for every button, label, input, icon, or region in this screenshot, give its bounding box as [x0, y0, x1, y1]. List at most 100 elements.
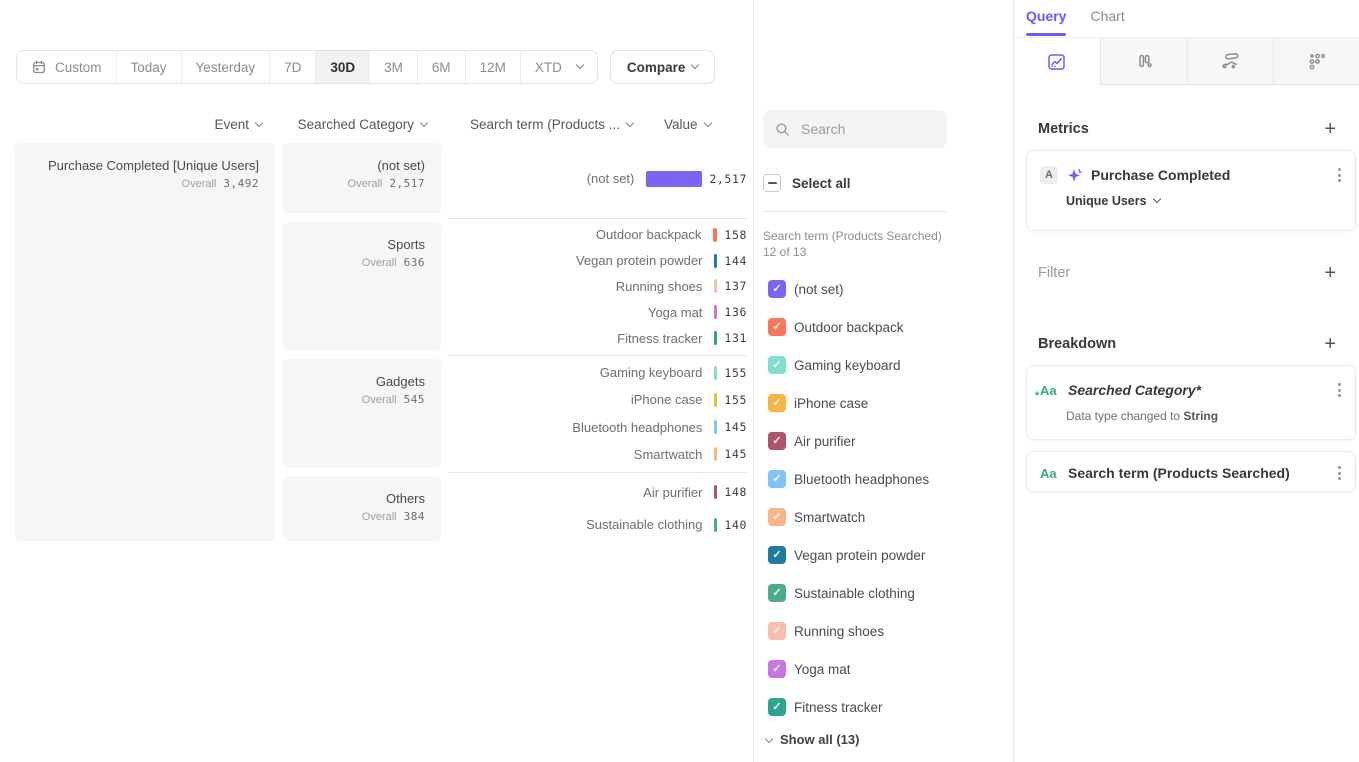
checked-checkbox[interactable]: ✓ — [768, 508, 786, 526]
legend-item-label: Vegan protein powder — [794, 547, 926, 563]
term-value: 137 — [724, 279, 747, 294]
term-row[interactable]: iPhone case 155 — [449, 392, 747, 407]
value-bar — [714, 279, 718, 294]
breakdown-card[interactable]: Aa Search term (Products Searched) — [1026, 451, 1356, 492]
legend-item[interactable]: ✓ Smartwatch — [768, 498, 998, 536]
term-value: 155 — [724, 392, 747, 407]
breakdown-card[interactable]: Aa * Searched Category* Data type changed… — [1026, 365, 1356, 440]
legend-list: ✓ (not set) ✓ Outdoor backpack ✓ Gaming keybo… — [768, 270, 998, 726]
term-row[interactable]: Fitness tracker 131 — [449, 331, 747, 346]
search-input[interactable] — [799, 120, 929, 138]
legend-item[interactable]: ✓ (not set) — [768, 270, 998, 308]
term-label: Yoga mat — [647, 304, 703, 320]
term-label: Running shoes — [615, 278, 703, 294]
checked-checkbox[interactable]: ✓ — [768, 546, 786, 564]
term-row[interactable]: Yoga mat 136 — [449, 305, 747, 320]
kebab-menu-icon[interactable] — [1336, 380, 1343, 401]
term-value: 155 — [724, 365, 747, 380]
chevron-down-icon — [575, 60, 585, 70]
metric-event-name: Purchase Completed — [1091, 167, 1231, 184]
date-range-7d[interactable]: 7D — [269, 51, 316, 83]
term-row[interactable]: Vegan protein powder 144 — [449, 253, 747, 268]
column-header-term[interactable]: Search term (Products ... — [449, 117, 635, 132]
add-metric-button[interactable]: + — [1324, 118, 1336, 140]
filter-section-head: Filter + — [1038, 262, 1336, 284]
tab-insights[interactable] — [1014, 38, 1101, 85]
column-header-value[interactable]: Value — [664, 117, 734, 132]
column-header-category[interactable]: Searched Category — [283, 117, 429, 132]
date-range-yesterday[interactable]: Yesterday — [180, 51, 270, 83]
tab-chart[interactable]: Chart — [1090, 8, 1125, 24]
add-breakdown-button[interactable]: + — [1324, 333, 1336, 355]
legend-search-box[interactable] — [763, 110, 947, 148]
date-range-6m[interactable]: 6M — [416, 51, 465, 83]
date-range-label: 3M — [384, 59, 403, 75]
show-all-button[interactable]: Show all (13) — [764, 732, 859, 747]
active-tab-underline — [1026, 33, 1066, 36]
term-row[interactable]: Sustainable clothing 140 — [449, 517, 747, 532]
term-row[interactable]: (not set) 2,517 — [449, 170, 747, 187]
legend-item[interactable]: ✓ Outdoor backpack — [768, 308, 998, 346]
date-range-label: 7D — [284, 59, 302, 75]
retention-grid-icon — [1307, 51, 1327, 71]
legend-item[interactable]: ✓ Yoga mat — [768, 650, 998, 688]
kebab-menu-icon[interactable] — [1336, 463, 1343, 484]
date-range-3m[interactable]: 3M — [369, 51, 417, 83]
legend-item[interactable]: ✓ Sustainable clothing — [768, 574, 998, 612]
category-overall: Overall 636 — [361, 256, 425, 269]
tab-funnels[interactable] — [1100, 38, 1187, 85]
term-row[interactable]: Bluetooth headphones 145 — [449, 420, 747, 435]
checked-checkbox[interactable]: ✓ — [768, 698, 786, 716]
metric-aggregation[interactable]: Unique Users — [1066, 194, 1355, 221]
checked-checkbox[interactable]: ✓ — [768, 318, 786, 336]
checked-checkbox[interactable]: ✓ — [768, 622, 786, 640]
report-type-tabs — [1014, 38, 1359, 85]
legend-item[interactable]: ✓ Air purifier — [768, 422, 998, 460]
event-sparkle-icon — [1066, 167, 1083, 184]
tab-retention[interactable] — [1273, 38, 1359, 85]
category-cell: Others Overall 384 — [283, 476, 441, 541]
legend-item[interactable]: ✓ Fitness tracker — [768, 688, 998, 726]
checked-checkbox[interactable]: ✓ — [768, 280, 786, 298]
kebab-menu-icon[interactable] — [1336, 165, 1343, 186]
metric-card[interactable]: A Purchase Completed Unique Users — [1026, 150, 1356, 231]
legend-item[interactable]: ✓ Bluetooth headphones — [768, 460, 998, 498]
checked-checkbox[interactable]: ✓ — [768, 432, 786, 450]
date-range-custom[interactable]: Custom — [17, 51, 116, 83]
date-range-12m[interactable]: 12M — [464, 51, 520, 83]
legend-item[interactable]: ✓ Gaming keyboard — [768, 346, 998, 384]
chevron-down-icon — [1152, 194, 1161, 204]
term-row[interactable]: Running shoes 137 — [449, 279, 747, 294]
compare-button[interactable]: Compare — [609, 50, 716, 84]
checked-checkbox[interactable]: ✓ — [768, 356, 786, 374]
term-value: 136 — [724, 305, 747, 320]
tab-flows[interactable] — [1186, 38, 1274, 85]
checked-checkbox[interactable]: ✓ — [768, 394, 786, 412]
date-range-xtd[interactable]: XTD — [519, 51, 597, 83]
legend-item-label: Sustainable clothing — [794, 585, 915, 601]
legend-item[interactable]: ✓ iPhone case — [768, 384, 998, 422]
check-icon: ✓ — [772, 472, 782, 485]
checked-checkbox[interactable]: ✓ — [768, 660, 786, 678]
checked-checkbox[interactable]: ✓ — [768, 584, 786, 602]
term-row[interactable]: Outdoor backpack 158 — [449, 227, 747, 242]
check-icon: ✓ — [772, 510, 782, 523]
select-all-checkbox[interactable] — [763, 174, 781, 192]
checked-checkbox[interactable]: ✓ — [768, 470, 786, 488]
term-row[interactable]: Air purifier 148 — [449, 485, 747, 500]
term-row[interactable]: Smartwatch 145 — [449, 447, 747, 462]
select-all-row[interactable]: Select all — [763, 174, 851, 192]
string-property-icon: Aa — [1040, 465, 1057, 481]
add-filter-button[interactable]: + — [1324, 262, 1336, 284]
date-range-label: 6M — [431, 59, 451, 75]
value-bar — [714, 253, 718, 268]
date-range-30d[interactable]: 30D — [315, 51, 370, 83]
metrics-heading: Metrics — [1038, 121, 1089, 137]
legend-item[interactable]: ✓ Running shoes — [768, 612, 998, 650]
column-header-event[interactable]: Event — [15, 117, 264, 132]
term-row[interactable]: Gaming keyboard 155 — [449, 365, 747, 380]
date-range-today[interactable]: Today — [115, 51, 181, 83]
term-group: (not set) 2,517 — [449, 143, 747, 214]
tab-query[interactable]: Query — [1026, 8, 1067, 24]
legend-item[interactable]: ✓ Vegan protein powder — [768, 536, 998, 574]
